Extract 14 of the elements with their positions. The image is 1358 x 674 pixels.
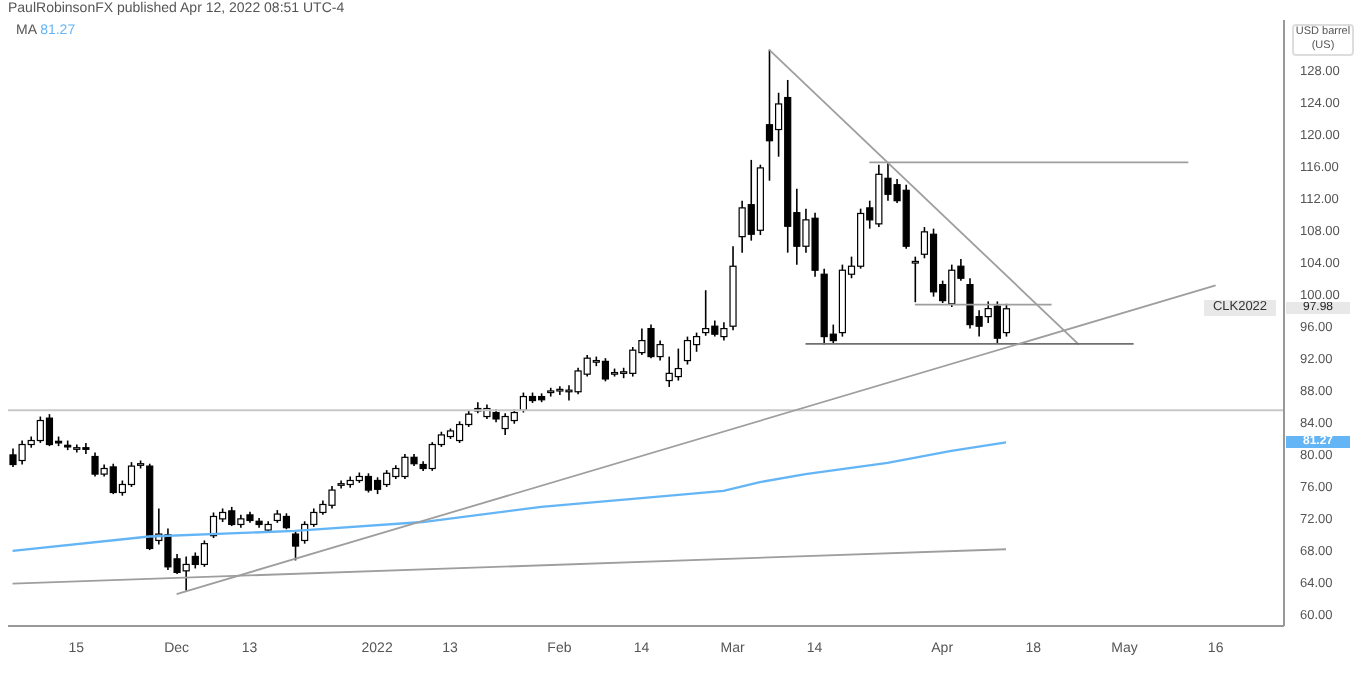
candlestick [364, 472, 373, 494]
candlestick [601, 357, 610, 383]
candlestick [702, 289, 710, 337]
candlestick [911, 255, 919, 304]
candlestick [765, 48, 774, 182]
candlestick [692, 331, 701, 353]
candlestick [45, 413, 54, 447]
candlestick [200, 539, 208, 568]
line-series [11, 441, 1008, 553]
candlestick [127, 461, 136, 488]
candlestick [674, 347, 682, 382]
candlestick [683, 335, 692, 366]
candlestick [291, 530, 300, 562]
candlestick [1002, 303, 1011, 338]
